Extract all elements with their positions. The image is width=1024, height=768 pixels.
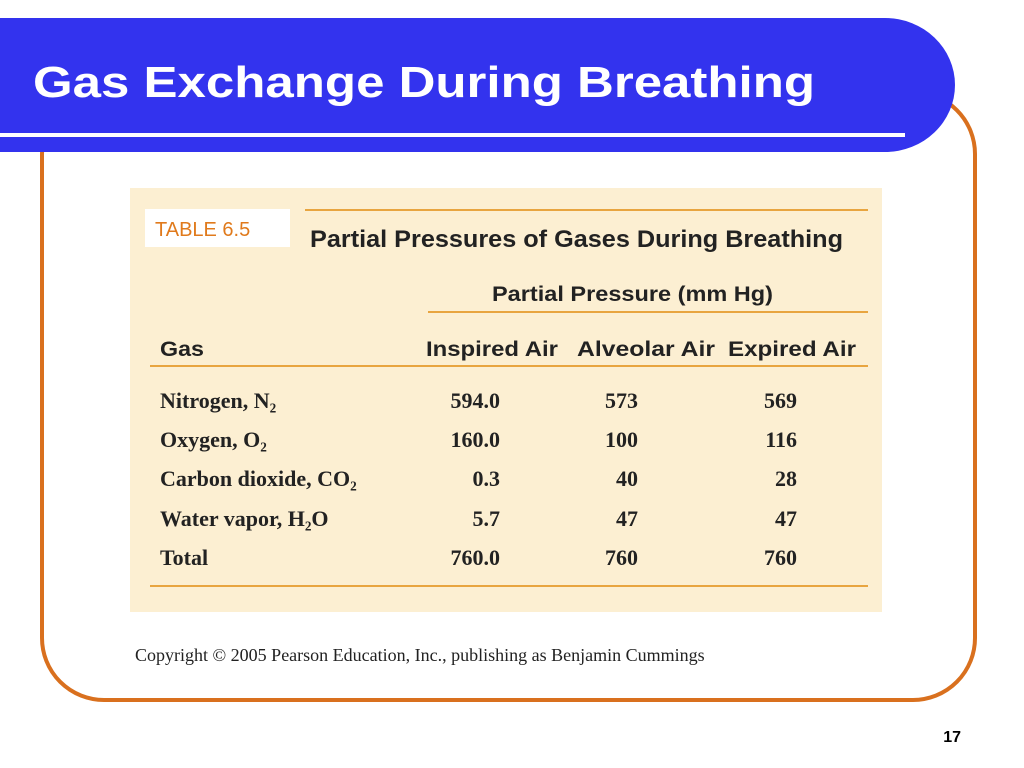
cell: 0.3 (473, 466, 501, 491)
copyright: Copyright © 2005 Pearson Education, Inc.… (135, 645, 705, 665)
column-header: Inspired Air (426, 338, 558, 361)
cell: 594.0 (451, 388, 501, 413)
title-banner (0, 18, 955, 152)
cell: 760 (605, 545, 638, 570)
slide-title: Gas Exchange During Breathing (33, 58, 815, 107)
row-label: Oxygen, O₂ (160, 427, 267, 452)
cell: 28 (775, 466, 797, 491)
cell: 573 (605, 388, 638, 413)
table-label: TABLE 6.5 (155, 219, 250, 241)
cell: 160.0 (451, 427, 501, 452)
row-label: Water vapor, H₂O (160, 506, 329, 531)
table-label-box (145, 209, 290, 247)
cell: 40 (616, 466, 638, 491)
cell: 760 (764, 545, 797, 570)
page-number: 17 (943, 729, 961, 746)
cell: 100 (605, 427, 638, 452)
cell: 47 (616, 506, 638, 531)
row-label: Carbon dioxide, CO₂ (160, 466, 357, 491)
table-panel (130, 188, 882, 612)
cell: 569 (764, 388, 797, 413)
cell: 116 (765, 427, 797, 452)
title-underline (0, 133, 905, 137)
row-label: Total (160, 545, 208, 570)
column-header: Gas (160, 338, 204, 361)
table: Gas Inspired Air Alveolar Air Expired Air Ni… (160, 338, 856, 570)
cell: 760.0 (451, 545, 501, 570)
column-header: Alveolar Air (577, 338, 715, 361)
column-header: Expired Air (728, 338, 856, 361)
group-header: Partial Pressure (mm Hg) (492, 283, 773, 306)
row-label: Nitrogen, N₂ (160, 388, 277, 413)
cell: 47 (775, 506, 797, 531)
table-title: Partial Pressures of Gases During Breath… (310, 226, 843, 253)
cell: 5.7 (473, 506, 501, 531)
